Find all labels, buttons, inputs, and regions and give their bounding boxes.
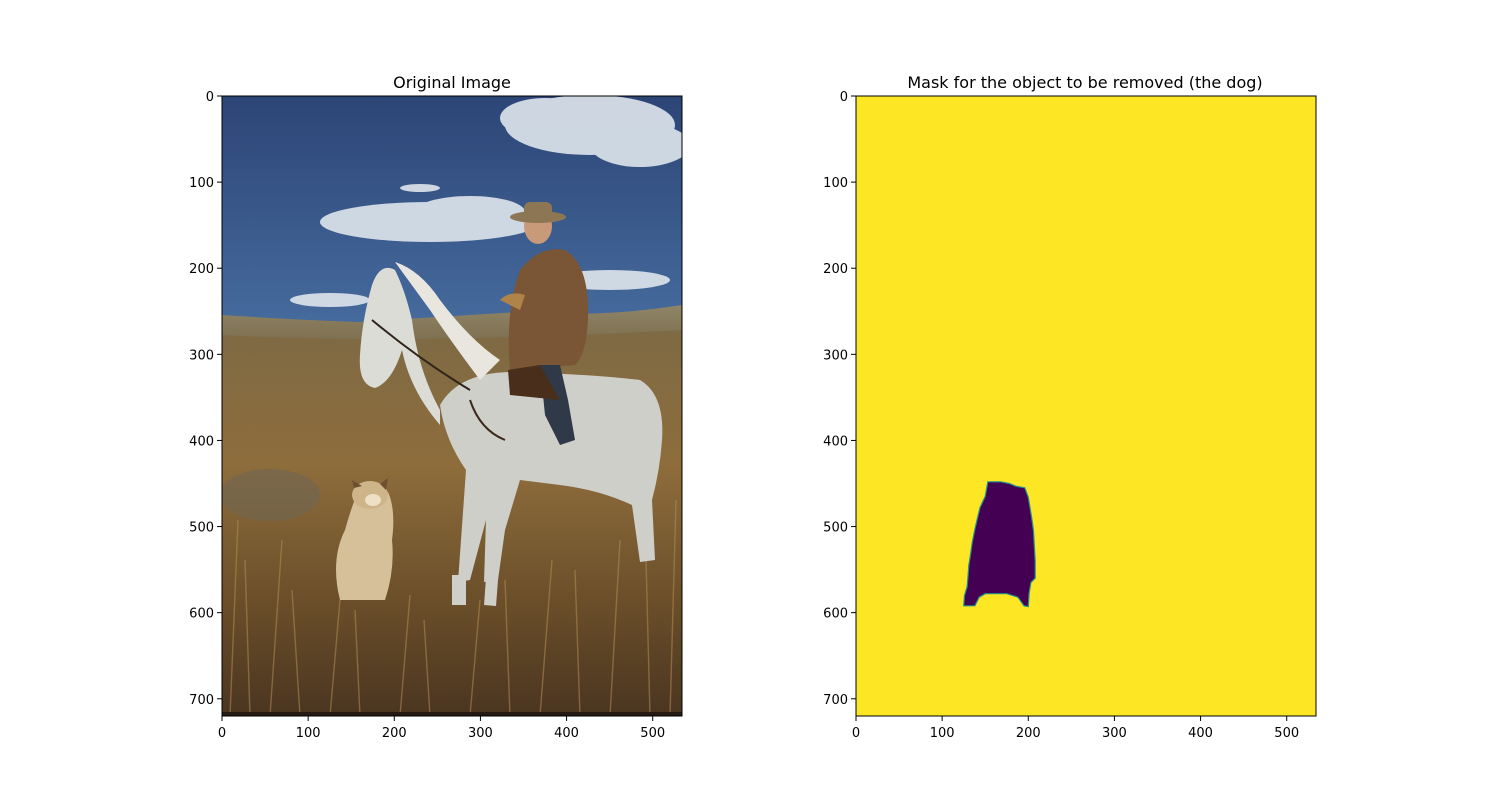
original-image-title: Original Image [393,73,511,92]
image-bottom-border [222,712,682,716]
mask-panel: Mask for the object to be removed (the d… [823,73,1317,741]
y-tick-label: 400 [189,434,214,449]
x-tick-label: 500 [1274,726,1299,741]
grass-strokes [229,499,677,716]
y-tick-label: 300 [823,348,848,363]
y-tick-label: 700 [823,693,848,708]
axes-frame-original [221,95,683,717]
mask-background [856,96,1316,716]
y-tick-label: 100 [823,176,848,191]
axes-ticks-original: 0 100 200 300 400 500 0 100 200 300 400 500 600 700 [189,90,665,741]
y-tick-label: 200 [823,262,848,277]
original-image [222,96,682,716]
dog [336,478,394,600]
x-tick-label: 200 [382,726,407,741]
shrub [222,469,320,521]
y-tick-label: 500 [823,521,848,536]
axes-ticks-mask: 0 100 200 300 400 500 0 100 200 300 400 500 600 700 [823,90,1299,741]
axes-frame-mask [855,95,1317,717]
y-tick-label: 100 [189,176,214,191]
rider [500,202,589,445]
original-image-panel: Original Image [189,73,683,741]
y-tick-label: 700 [189,693,214,708]
y-tick-label: 400 [823,434,848,449]
y-tick-label: 500 [189,521,214,536]
x-tick-label: 300 [1102,726,1127,741]
y-tick-label: 0 [206,90,214,105]
mask-title: Mask for the object to be removed (the d… [907,73,1262,92]
x-tick-label: 300 [468,726,493,741]
y-tick-label: 600 [823,607,848,622]
x-tick-label: 400 [554,726,579,741]
y-tick-label: 300 [189,348,214,363]
y-tick-label: 200 [189,262,214,277]
y-tick-label: 0 [840,90,848,105]
x-tick-label: 100 [930,726,955,741]
x-tick-label: 200 [1016,726,1041,741]
x-tick-label: 0 [852,726,860,741]
y-tick-label: 600 [189,607,214,622]
horse [359,262,663,606]
x-tick-label: 500 [640,726,665,741]
x-tick-label: 400 [1188,726,1213,741]
x-tick-label: 100 [296,726,321,741]
x-tick-label: 0 [218,726,226,741]
mask-object-region [963,481,1036,608]
